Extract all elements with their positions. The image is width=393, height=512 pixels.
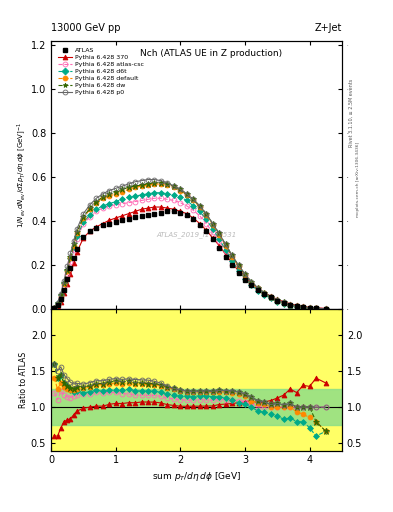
X-axis label: sum $p_T/d\eta\,d\phi$ [GeV]: sum $p_T/d\eta\,d\phi$ [GeV] [152,470,241,483]
ATLAS [217,245,222,251]
Text: ATLAS_2019_I1736531: ATLAS_2019_I1736531 [156,231,237,238]
ATLAS [94,225,99,231]
ATLAS [294,303,299,309]
Y-axis label: $1/N_{ev}\,dN_{ev}/d\Sigma p_T/d\eta\,d\phi\;[\mathrm{GeV}]^{-1}$: $1/N_{ev}\,dN_{ev}/d\Sigma p_T/d\eta\,d\… [15,122,28,228]
ATLAS [236,270,241,276]
ATLAS [242,276,247,283]
ATLAS [171,208,176,215]
ATLAS [184,211,189,218]
ATLAS [146,211,151,218]
Line: ATLAS: ATLAS [52,209,328,311]
ATLAS [178,209,183,216]
ATLAS [314,305,318,311]
ATLAS [165,208,170,215]
ATLAS [55,302,60,308]
ATLAS [120,217,125,223]
ATLAS [107,221,112,227]
Text: 13000 GeV pp: 13000 GeV pp [51,23,121,33]
ATLAS [65,275,70,282]
Text: Nch (ATLAS UE in Z production): Nch (ATLAS UE in Z production) [140,49,282,58]
ATLAS [59,296,63,303]
ATLAS [52,305,57,311]
ATLAS [159,209,163,216]
ATLAS [307,305,312,311]
ATLAS [210,236,215,242]
ATLAS [101,222,105,228]
ATLAS [249,282,254,288]
ATLAS [72,254,76,261]
ATLAS [81,233,86,240]
ATLAS [113,219,118,225]
ATLAS [191,216,196,222]
ATLAS [197,222,202,228]
ATLAS [68,265,73,271]
ATLAS [204,228,209,234]
ATLAS [323,306,328,312]
Bar [51,389,342,425]
ATLAS [139,213,144,219]
ATLAS [88,228,92,234]
Text: mcplots.cern.ch [arXiv:1306.3436]: mcplots.cern.ch [arXiv:1306.3436] [356,142,360,217]
ATLAS [262,291,267,297]
ATLAS [255,286,260,292]
ATLAS [126,216,131,222]
Text: Z+Jet: Z+Jet [314,23,342,33]
ATLAS [275,297,280,304]
ATLAS [288,302,292,308]
ATLAS [223,253,228,260]
ATLAS [268,294,273,301]
Text: Rivet 3.1.10, ≥ 2.5M events: Rivet 3.1.10, ≥ 2.5M events [349,78,354,147]
ATLAS [301,304,305,310]
Bar [51,309,342,451]
ATLAS [62,286,66,292]
ATLAS [133,214,138,220]
Y-axis label: Ratio to ATLAS: Ratio to ATLAS [19,352,28,408]
Legend: ATLAS, Pythia 6.428 370, Pythia 6.428 atlas-csc, Pythia 6.428 d6t, Pythia 6.428 : ATLAS, Pythia 6.428 370, Pythia 6.428 at… [57,47,145,96]
ATLAS [75,246,79,252]
ATLAS [281,300,286,306]
ATLAS [152,210,157,217]
ATLAS [230,262,234,268]
